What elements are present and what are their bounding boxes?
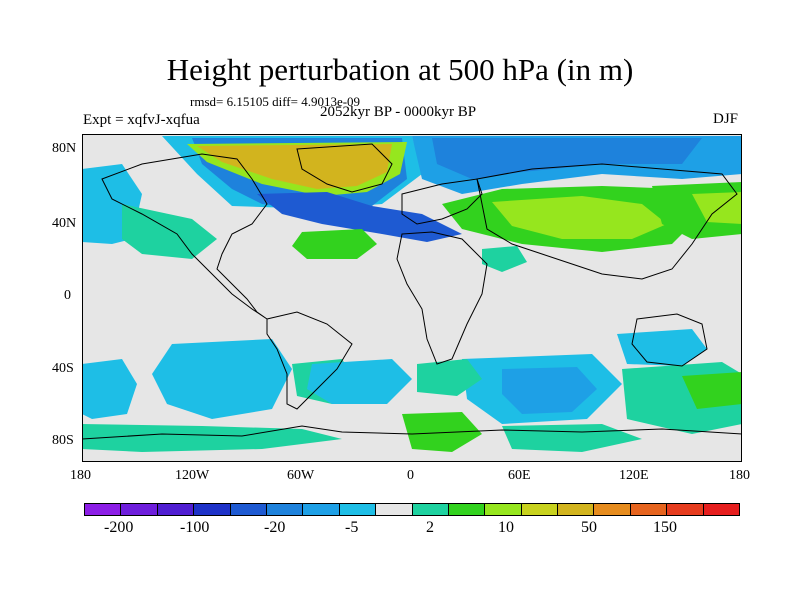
- colorbar-swatch: [157, 504, 195, 515]
- coastline-australia: [631, 313, 708, 367]
- season-label: DJF: [713, 111, 739, 127]
- lat-tick-40n: 40N: [52, 216, 77, 231]
- contour-indian-ocean-blue: [502, 367, 597, 414]
- map-title: Height perturbation at 500 hPa (in m): [166, 52, 634, 87]
- contour-australia-cyan: [617, 329, 707, 366]
- contour-eurasia-yellow: [492, 196, 667, 239]
- colorbar-swatch: [485, 504, 522, 515]
- rmsd-diff-stats: rmsd= 6.15105 diff= 4.9013e-09: [190, 94, 361, 109]
- colorbar-swatch: [230, 504, 267, 515]
- colorbar-label: -100: [180, 519, 210, 536]
- coastline-greenland: [296, 143, 393, 193]
- colorbar-swatch: [85, 504, 122, 515]
- coastline-north-america: [101, 153, 268, 320]
- coastlines: [82, 143, 742, 440]
- contour-mid-atlantic-green: [292, 229, 377, 259]
- coastline-asia: [476, 163, 738, 280]
- lon-tick-180e: 180: [729, 468, 750, 483]
- coastline-south-america: [266, 311, 353, 410]
- contour-southwest-pacific-green: [682, 372, 742, 409]
- contour-africa-teal: [482, 246, 527, 272]
- lat-tick-80s: 80S: [52, 433, 74, 448]
- colorbar-label: 10: [498, 519, 514, 536]
- colorbar-label: 50: [581, 519, 597, 536]
- height-perturbation-map: [82, 134, 742, 462]
- colorbar-label: -200: [104, 519, 134, 536]
- contour-antarctic-teal: [82, 424, 342, 452]
- lon-tick-120e: 120E: [619, 468, 649, 483]
- color-legend-bar: [84, 503, 740, 516]
- colorbar-label: -5: [345, 519, 359, 536]
- lat-tick-0: 0: [64, 288, 71, 303]
- lon-tick-60w: 60W: [287, 468, 315, 483]
- lon-tick-120w: 120W: [175, 468, 210, 483]
- colorbar-label: -20: [264, 519, 286, 536]
- colorbar-swatch: [630, 504, 668, 515]
- lon-tick-0: 0: [407, 468, 414, 483]
- colorbar-swatch: [521, 504, 559, 515]
- map-frame: [82, 134, 742, 462]
- contour-siberia-blue: [432, 138, 702, 179]
- colorbar-swatch: [412, 504, 449, 515]
- colorbar-swatch: [266, 504, 304, 515]
- colorbar-swatch: [448, 504, 486, 515]
- colorbar-label: 150: [653, 519, 677, 536]
- lat-tick-80n: 80N: [52, 141, 77, 156]
- period-label: 2052kyr BP - 0000kyr BP: [320, 104, 477, 120]
- colorbar-swatch: [303, 504, 340, 515]
- contour-south-africa-teal: [417, 359, 482, 396]
- contour-greenland-gold: [197, 144, 392, 189]
- experiment-label: Expt = xqfvJ-xqfua: [83, 112, 200, 128]
- colorbar-swatch: [594, 504, 631, 515]
- lat-tick-40s: 40S: [52, 361, 74, 376]
- colorbar-swatch: [703, 504, 740, 515]
- lon-tick-60e: 60E: [508, 468, 531, 483]
- contour-south-pacific-cyan-2: [152, 339, 292, 419]
- contour-northwest-teal: [122, 204, 217, 259]
- coastline-europe: [401, 178, 483, 225]
- colorbar-swatch: [121, 504, 158, 515]
- colorbar-label: 2: [426, 519, 434, 536]
- contour-atlantic-dark-blue: [257, 192, 462, 242]
- colorbar-swatch: [376, 504, 413, 515]
- coastline-antarctica: [82, 425, 742, 440]
- lon-tick-180w: 180: [70, 468, 91, 483]
- coastline-africa: [396, 231, 488, 365]
- colorbar-swatch: [339, 504, 377, 515]
- colorbar-swatch: [558, 504, 595, 515]
- contour-south-pacific-cyan: [82, 359, 137, 419]
- colorbar-swatch: [667, 504, 704, 515]
- contour-south-atlantic-cyan: [307, 359, 412, 404]
- contour-antarctic-green: [402, 412, 482, 452]
- colorbar-swatch: [194, 504, 231, 515]
